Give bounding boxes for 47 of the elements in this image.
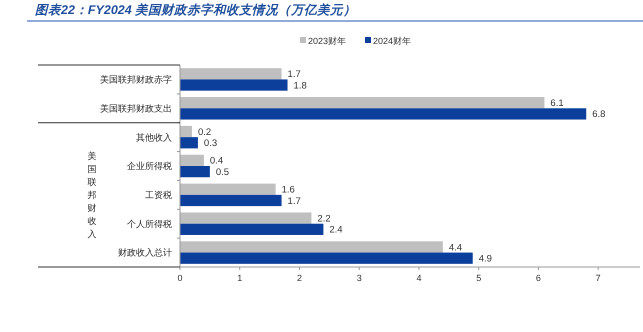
bar [180, 108, 586, 120]
x-tick-label: 0 [177, 273, 183, 283]
bar [180, 79, 288, 91]
bar [180, 154, 204, 166]
chart-title: 图表22：FY2024 美国财政赤字和收支情况（万亿美元） [35, 2, 356, 17]
bar [180, 184, 276, 195]
bar [180, 212, 312, 224]
data-label: 1.7 [288, 196, 301, 207]
bar [180, 126, 192, 138]
bar [180, 97, 544, 108]
x-tick-label: 5 [476, 273, 482, 283]
data-label: 6.1 [550, 98, 564, 109]
data-label: 1.7 [288, 69, 301, 80]
bar [180, 194, 282, 206]
data-label: 0.2 [198, 126, 212, 138]
legend-label: 2023财年 [308, 36, 346, 46]
x-tick-label: 3 [356, 273, 362, 283]
data-label: 0.3 [204, 138, 218, 150]
y-tick-label: 美国联邦财政支出 [100, 103, 172, 114]
x-tick-label: 1 [237, 273, 242, 283]
y-tick-label: 工资税 [145, 190, 172, 200]
y-tick-label: 个人所得税 [127, 218, 172, 229]
bar [180, 252, 473, 264]
y-tick-label: 美国联邦财政赤字 [100, 74, 172, 85]
data-label: 0.4 [210, 156, 224, 167]
data-label: 2.2 [317, 213, 331, 224]
bar [180, 166, 210, 178]
y-tick-label: 财政收入总计 [118, 248, 172, 258]
data-label: 2.4 [329, 224, 343, 236]
bar [180, 137, 198, 148]
legend-label: 2024财年 [373, 36, 412, 46]
data-label: 6.8 [592, 109, 606, 120]
text: 美国联邦财收入 [88, 150, 96, 239]
y-tick-label: 其他收入 [136, 132, 172, 142]
y-tick-label: 企业所得税 [127, 161, 172, 172]
bar [180, 224, 324, 235]
x-tick-label: 6 [536, 273, 541, 283]
x-tick-label: 7 [596, 273, 601, 283]
data-label: 4.9 [478, 254, 492, 265]
data-label: 4.4 [448, 242, 462, 254]
data-label: 1.6 [282, 184, 295, 196]
bar [180, 241, 443, 253]
bar [180, 68, 282, 80]
x-tick-label: 2 [296, 273, 302, 283]
x-tick-label: 4 [416, 273, 422, 283]
data-label: 0.5 [216, 166, 230, 178]
data-label: 1.8 [294, 80, 307, 92]
